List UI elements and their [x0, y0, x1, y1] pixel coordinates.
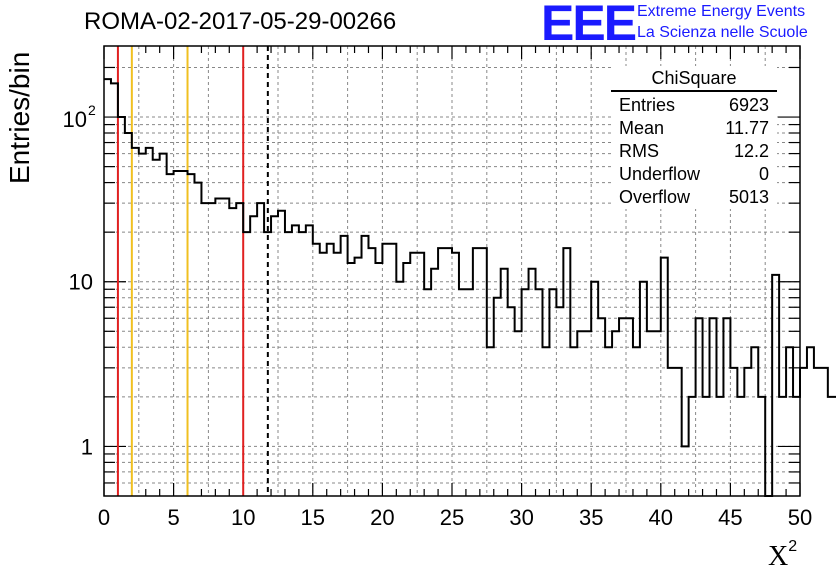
eee-logo: EEE: [541, 0, 637, 51]
stats-title: ChiSquare: [611, 66, 777, 92]
x-tick-label: 15: [301, 505, 325, 530]
grid-lines: [104, 46, 800, 496]
histogram-outline: [104, 78, 836, 497]
x-tick-labels: 0 5 10 15 20 25 30 35 40 45 50: [98, 505, 812, 530]
org-subtitle: La Scienza nelle Scuole: [637, 24, 808, 41]
stats-row: Mean 11.77: [611, 117, 777, 140]
x-axis-symbol: X: [768, 541, 789, 572]
stats-row: Underflow 0: [611, 163, 777, 186]
stats-label: RMS: [619, 141, 659, 161]
x-axis-superscript: 2: [788, 538, 798, 555]
chart-title: ROMA-02-2017-05-29-00266: [84, 8, 397, 35]
stats-value: 6923: [728, 95, 769, 115]
stats-row: Entries 6923: [611, 94, 777, 117]
stats-label: Entries: [619, 95, 676, 115]
x-tick-label: 5: [167, 505, 179, 530]
stats-row: Overflow 5013: [611, 186, 777, 209]
plot-frame: [103, 45, 801, 497]
reference-lines: [116, 46, 269, 496]
y-axis-label: Entries/bin: [4, 51, 35, 184]
y-tick-label-exponent: 2: [88, 102, 96, 118]
stats-value: 11.77: [725, 118, 769, 138]
x-tick-label: 20: [370, 505, 394, 530]
stats-label: Overflow: [619, 187, 691, 207]
stats-value: 12.2: [733, 141, 769, 161]
stats-value: 0: [758, 164, 769, 184]
x-tick-label: 45: [718, 505, 742, 530]
y-tick-label: 10: [69, 270, 93, 295]
stats-value: 5013: [728, 187, 769, 207]
org-name: Extreme Energy Events: [637, 3, 806, 20]
stats-box: ChiSquare Entries 6923 Mean 11.77 RMS 12.2 …: [611, 66, 777, 209]
x-tick-label: 40: [649, 505, 673, 530]
x-tick-label: 25: [440, 505, 464, 530]
y-tick-label: 1: [81, 434, 93, 459]
x-tick-label: 35: [579, 505, 603, 530]
stats-label: Mean: [619, 118, 665, 138]
x-tick-label: 0: [98, 505, 110, 530]
y-tick-label: 10: [63, 107, 87, 132]
x-tick-label: 30: [509, 505, 533, 530]
x-tick-label: 50: [788, 505, 812, 530]
stats-label: Underflow: [619, 164, 701, 184]
x-tick-label: 10: [231, 505, 255, 530]
stats-row: RMS 12.2: [611, 140, 777, 163]
x-axis-label: X2: [768, 538, 797, 573]
